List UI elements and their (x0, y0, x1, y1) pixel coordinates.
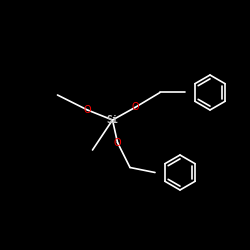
Text: Si: Si (106, 115, 118, 125)
Text: O: O (114, 138, 121, 147)
Text: O: O (131, 102, 139, 113)
Text: O: O (84, 105, 91, 115)
